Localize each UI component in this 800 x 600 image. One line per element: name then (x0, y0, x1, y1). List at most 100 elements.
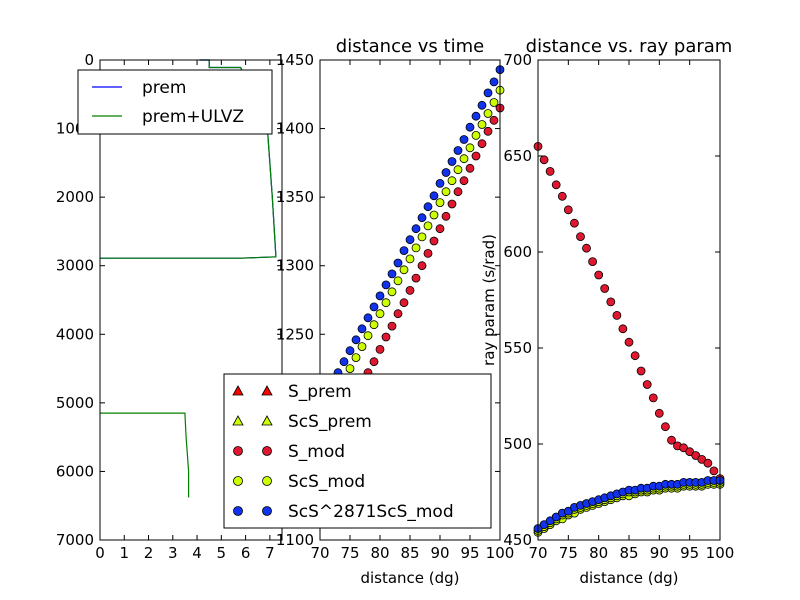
data-point (435, 178, 445, 188)
legend-label: ScS^2871ScS_mod (288, 502, 454, 522)
data-point (435, 224, 445, 234)
data-point (447, 157, 457, 166)
data-point (654, 408, 664, 418)
x-tick-label: 75 (340, 544, 359, 562)
legend-marker-triangle (232, 415, 244, 426)
data-point (351, 335, 361, 345)
data-point (375, 344, 385, 354)
data-point (551, 512, 561, 522)
data-point (441, 211, 451, 221)
data-point (483, 109, 493, 118)
chart-title: distance vs time (336, 36, 484, 57)
data-point (429, 210, 439, 220)
data-point (679, 443, 688, 453)
x-tick-label: 80 (370, 544, 389, 562)
data-point (636, 366, 646, 376)
x-tick-label: 2 (144, 544, 154, 562)
plot-area (538, 60, 720, 540)
y-tick-label: 5000 (56, 394, 94, 412)
data-point (411, 224, 421, 234)
data-point (411, 273, 421, 283)
data-point (709, 466, 719, 476)
data-point (691, 451, 701, 460)
y-tick-label: 1300 (276, 257, 314, 275)
data-point (393, 276, 403, 286)
data-point (459, 176, 469, 186)
data-point (441, 187, 451, 197)
x-tick-label: 0 (95, 544, 105, 562)
x-axis-label: distance (dg) (360, 569, 459, 587)
data-point (465, 122, 475, 132)
data-point (483, 126, 493, 136)
legend-marker-triangle (261, 415, 273, 426)
legend-marker-triangle (261, 385, 273, 396)
x-tick-label: 85 (400, 544, 419, 562)
data-point (381, 280, 391, 290)
data-point (429, 191, 439, 201)
data-point (423, 202, 433, 212)
legend-marker-circle (262, 506, 272, 516)
data-point (357, 324, 367, 334)
data-point (423, 221, 433, 231)
data-point (453, 165, 463, 175)
data-layer (533, 141, 725, 537)
data-point (471, 130, 481, 140)
data-point (582, 243, 591, 253)
chart-legends: premprem+ULVZS_premScS_premS_modScS_modS… (77, 69, 492, 529)
y-tick-label: 4000 (56, 325, 94, 343)
y-tick-label: 7000 (56, 531, 94, 549)
data-point (483, 88, 493, 98)
data-point (387, 321, 397, 331)
data-point (369, 357, 379, 367)
data-point (588, 257, 597, 267)
x-tick-label: 95 (460, 544, 479, 562)
legend-frame (77, 69, 273, 135)
y-tick-label: 2000 (56, 188, 94, 206)
legend-marker-triangle (232, 385, 244, 396)
y-tick-label: 1400 (276, 120, 314, 138)
y-tick-label: 3000 (56, 257, 94, 275)
x-tick-label: 7 (265, 544, 275, 562)
data-point (417, 232, 427, 242)
x-tick-label: 100 (486, 544, 515, 562)
data-point (375, 309, 385, 319)
data-point (661, 422, 670, 432)
y-tick-label: 500 (503, 435, 532, 453)
data-point (648, 393, 658, 403)
x-tick-label: 85 (619, 544, 638, 562)
data-point (441, 168, 451, 177)
legend-label: prem+ULVZ (142, 107, 244, 127)
data-point (369, 320, 379, 330)
data-point (363, 331, 373, 341)
data-point (405, 254, 415, 264)
x-tick-label: 70 (310, 544, 329, 562)
data-point (387, 287, 397, 297)
x-tick-label: 3 (168, 544, 178, 562)
data-point (417, 261, 427, 271)
data-point (471, 151, 481, 161)
data-point (459, 154, 469, 164)
data-point (345, 364, 355, 374)
data-point (453, 146, 463, 155)
data-point (545, 166, 555, 176)
y-tick-label: 450 (503, 531, 532, 549)
y-tick-label: 550 (503, 339, 532, 357)
data-point (612, 310, 622, 320)
data-point (618, 324, 628, 334)
data-point (557, 191, 567, 201)
x-tick-label: 1 (119, 544, 129, 562)
legend-label: prem (142, 78, 186, 98)
data-point (429, 236, 439, 246)
data-point (465, 143, 475, 153)
data-point (453, 187, 463, 197)
data-point (594, 270, 604, 280)
data-point (435, 198, 445, 208)
data-point (477, 120, 487, 129)
data-point (417, 213, 427, 223)
y-tick-label: 1100 (276, 531, 314, 549)
x-tick-label: 95 (680, 544, 699, 562)
data-point (393, 258, 403, 268)
data-point (642, 380, 652, 389)
data-point (381, 298, 391, 308)
